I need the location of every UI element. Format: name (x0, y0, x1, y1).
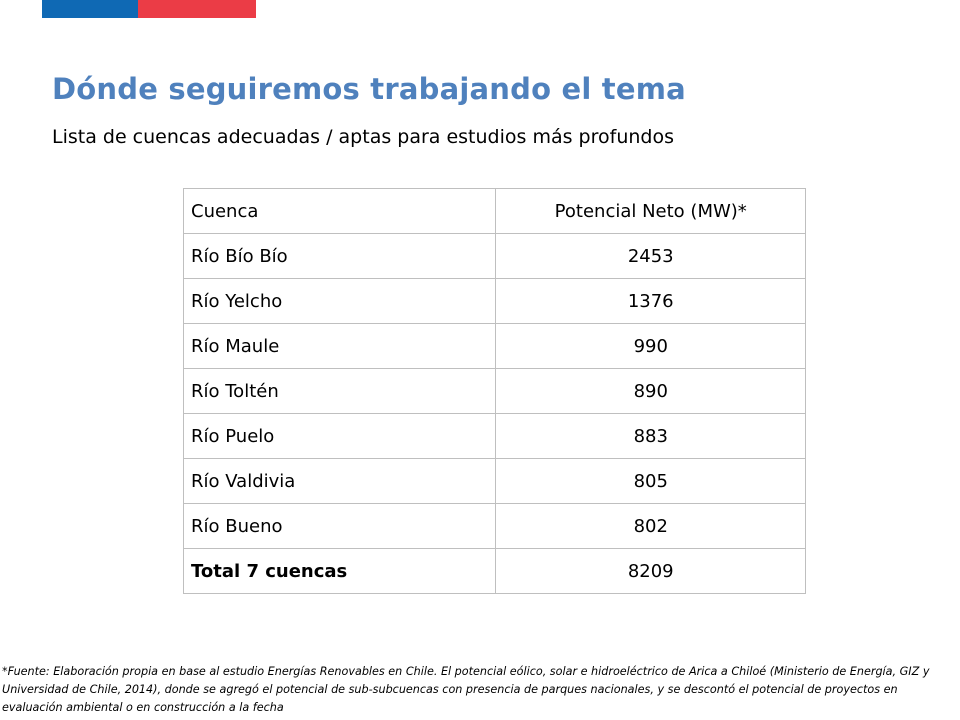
potencial-cell: 890 (495, 368, 806, 414)
potencial-cell: 883 (495, 413, 806, 459)
cuenca-cell: Río Yelcho (182, 278, 497, 324)
table-row: Río Toltén 890 (182, 368, 806, 414)
table-row: Río Maule 990 (182, 323, 806, 369)
potencial-cell: 1376 (495, 278, 806, 324)
flag-blue-block (42, 0, 138, 18)
table-row: Río Yelcho 1376 (182, 278, 806, 324)
potencial-cell: 802 (495, 503, 806, 549)
total-value: 8209 (495, 548, 806, 594)
cuencas-table: Cuenca Potencial Neto (MW)* Río Bío Bío … (182, 188, 806, 594)
flag-stripe (42, 0, 256, 18)
potencial-cell: 805 (495, 458, 806, 504)
source-footnote: *Fuente: Elaboración propia en base al e… (2, 665, 930, 714)
table-row: Río Bío Bío 2453 (182, 233, 806, 279)
cuenca-cell: Río Bueno (182, 503, 497, 549)
table-row: Río Valdivia 805 (182, 458, 806, 504)
table-total-row: Total 7 cuencas 8209 (182, 548, 806, 594)
table-row: Río Puelo 883 (182, 413, 806, 459)
page-title: Dónde seguiremos trabajando el tema (52, 72, 686, 106)
potencial-cell: 990 (495, 323, 806, 369)
cuenca-cell: Río Toltén (182, 368, 497, 414)
table-row: Río Bueno 802 (182, 503, 806, 549)
header-cuenca: Cuenca (182, 188, 497, 234)
page-subtitle: Lista de cuencas adecuadas / aptas para … (52, 126, 674, 148)
flag-red-block (138, 0, 256, 18)
potencial-cell: 2453 (495, 233, 806, 279)
total-label: Total 7 cuencas (182, 548, 497, 594)
header-potencial: Potencial Neto (MW)* (495, 188, 806, 234)
cuenca-cell: Río Valdivia (182, 458, 497, 504)
cuenca-cell: Río Maule (182, 323, 497, 369)
cuenca-cell: Río Puelo (182, 413, 497, 459)
cuenca-cell: Río Bío Bío (182, 233, 497, 279)
table-header-row: Cuenca Potencial Neto (MW)* (182, 188, 806, 234)
